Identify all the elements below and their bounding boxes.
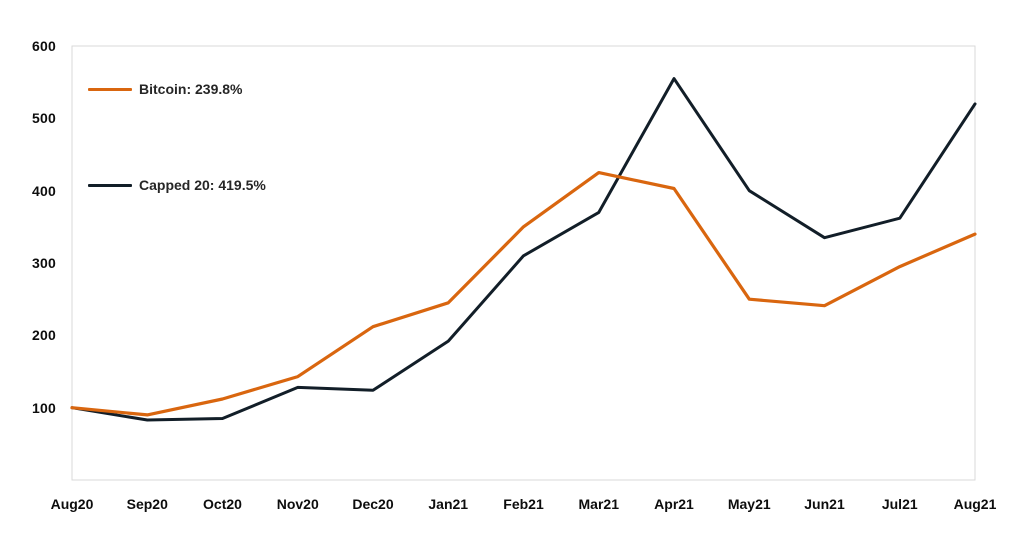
capped20-legend-label: Capped 20: 419.5% <box>139 177 266 193</box>
y-tick-label: 300 <box>32 255 56 271</box>
y-tick-label: 600 <box>32 38 56 54</box>
x-tick-label: May21 <box>727 496 771 512</box>
y-tick-label: 200 <box>32 327 56 344</box>
x-tick-label: Feb21 <box>503 496 544 512</box>
x-tick-label: Sep20 <box>126 496 168 512</box>
capped20-line-series <box>70 77 977 422</box>
bitcoin-legend-swatch <box>88 87 132 91</box>
plot-border <box>71 45 976 481</box>
x-tick-label: Jan21 <box>428 496 469 512</box>
x-tick-label: Jul21 <box>881 496 918 512</box>
x-tick-label: Aug21 <box>953 496 997 512</box>
y-tick-label: 400 <box>32 182 56 199</box>
x-tick-label: Apr21 <box>654 496 694 512</box>
y-tick-label: 100 <box>32 399 56 416</box>
x-tick-label: Dec20 <box>352 496 394 512</box>
capped20-legend-swatch <box>88 183 132 187</box>
x-tick-label: Jun21 <box>804 496 845 512</box>
x-tick-label: Aug20 <box>50 496 94 512</box>
legend-item-capped20: Capped 20: 419.5% <box>88 175 266 195</box>
legend-item-bitcoin: Bitcoin: 239.8% <box>88 79 242 99</box>
y-tick-label: 500 <box>32 110 56 127</box>
bitcoin-legend-label: Bitcoin: 239.8% <box>139 81 243 97</box>
bitcoin-line-series <box>70 171 977 417</box>
x-tick-label: Oct20 <box>203 496 242 512</box>
x-tick-label: Nov20 <box>276 496 319 512</box>
x-tick-label: Mar21 <box>578 496 619 512</box>
